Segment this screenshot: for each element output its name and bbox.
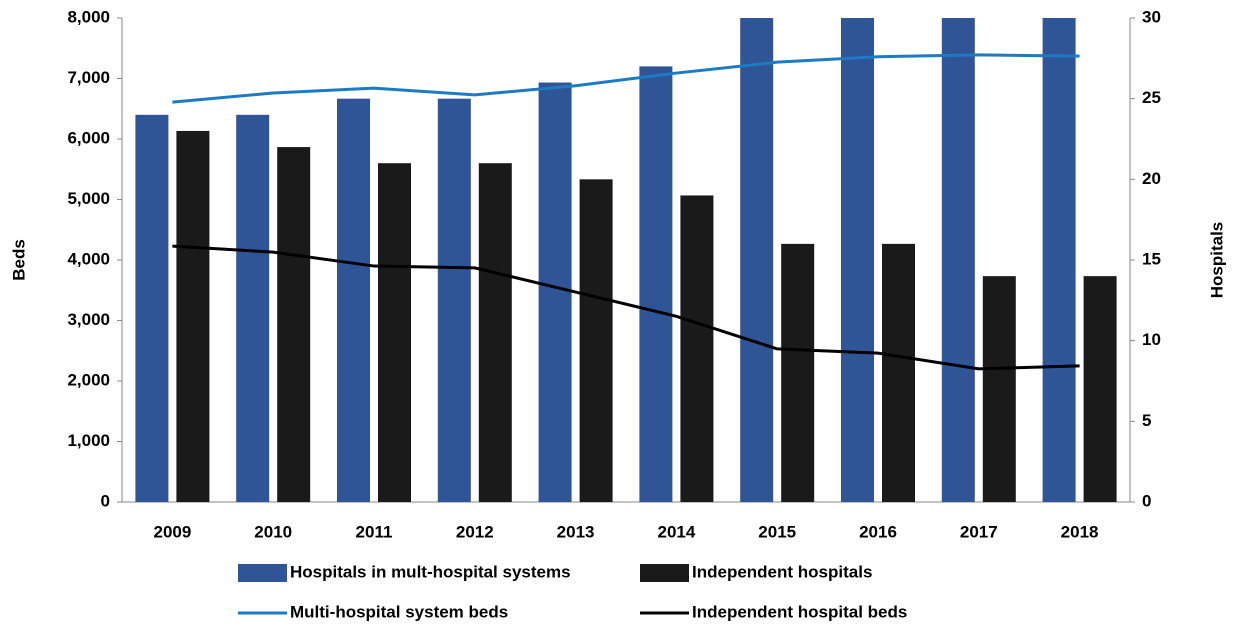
legend-label: Independent hospital beds [692,602,907,621]
y-tick-label: 0 [101,491,110,510]
y-tick-label: 8,000 [67,7,110,26]
legend-swatch [238,564,287,582]
x-tick-label: 2009 [153,522,191,541]
bar [781,243,815,502]
bar [639,66,673,503]
y-tick-label: 2,000 [67,370,110,389]
x-tick-label: 2012 [456,522,494,541]
y-tick-label: 5,000 [67,189,110,208]
legend-label: Multi-hospital system beds [290,602,508,621]
bar [135,114,169,503]
x-tick-label: 2014 [657,522,695,541]
y2-tick-label: 25 [1142,88,1161,107]
bar [1042,18,1076,502]
bar [478,163,512,502]
bar [882,243,915,502]
y-axis-title: Beds [9,239,28,281]
y2-tick-label: 0 [1142,491,1151,510]
y-tick-label: 7,000 [67,68,110,87]
bar [941,18,975,502]
x-tick-label: 2018 [1061,522,1099,541]
legend-label: Independent hospitals [692,562,872,581]
x-tick-label: 2017 [960,522,998,541]
y-tick-label: 3,000 [67,310,110,329]
x-tick-label: 2016 [859,522,897,541]
line [172,244,1080,371]
y2-tick-label: 10 [1142,330,1161,349]
x-tick-label: 2011 [356,522,393,541]
bar [982,276,1016,502]
x-tick-label: 2013 [557,522,595,541]
y2-axis-title: Hospitals [1207,222,1226,299]
bar [841,18,874,502]
bar [740,18,774,502]
bar [579,179,613,503]
y2-tick-label: 15 [1142,249,1161,268]
bar [236,114,270,503]
bar [277,147,311,503]
y2-tick-label: 20 [1142,169,1161,188]
y2-tick-label: 5 [1142,411,1151,430]
y2-tick-label: 30 [1142,7,1161,26]
y-tick-label: 4,000 [67,249,110,268]
bar [680,195,714,502]
bar [437,98,471,503]
bar [176,130,210,502]
line [172,53,1080,104]
bar [538,82,572,503]
x-tick-label: 2010 [254,522,292,541]
bar [337,98,370,503]
bar [378,163,411,502]
y-tick-label: 1,000 [67,431,110,450]
legend-label: Hospitals in mult-hospital systems [290,562,571,581]
bar [1083,276,1117,502]
x-tick-label: 2015 [758,522,796,541]
legend-swatch [640,564,689,582]
y-tick-label: 6,000 [67,128,110,147]
